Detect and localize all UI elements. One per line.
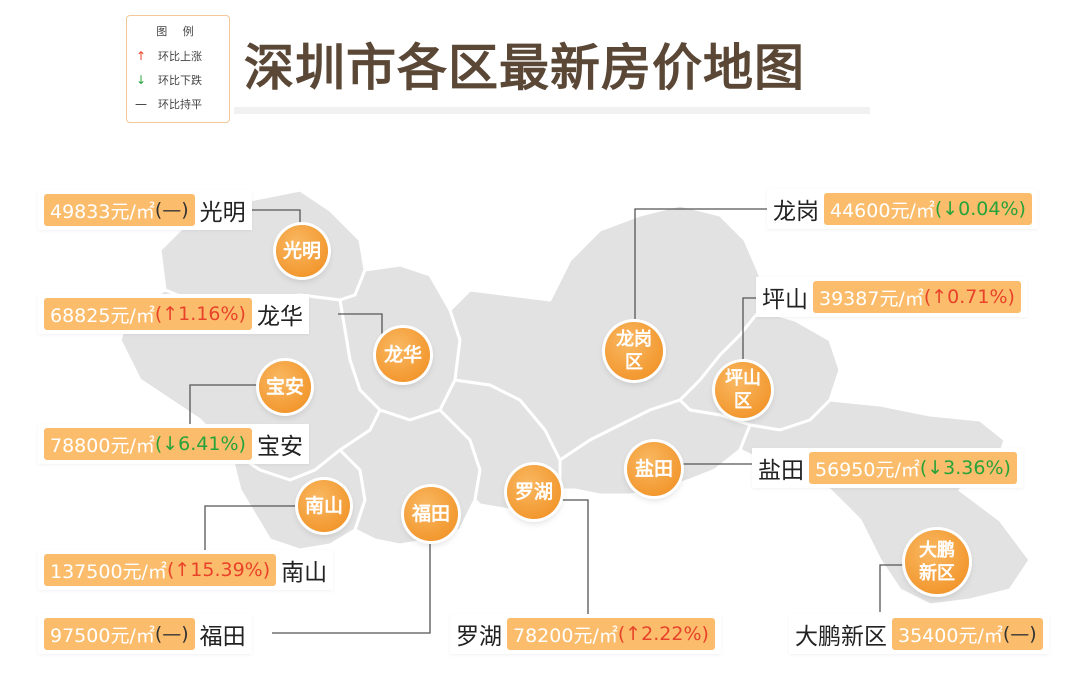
price-change: (—) bbox=[1002, 623, 1037, 645]
price-change: (↑2.22%) bbox=[617, 623, 709, 645]
district-marker-longhua[interactable]: 龙华 bbox=[376, 328, 430, 382]
page-title: 深圳市各区最新房价地图 bbox=[244, 39, 805, 97]
price-change: (↓3.36%) bbox=[919, 457, 1011, 479]
district-name: 盐田 bbox=[758, 458, 804, 484]
district-marker-longgang[interactable]: 龙岗 区 bbox=[605, 322, 663, 380]
price-value: 78200元/㎡ bbox=[513, 624, 618, 647]
price-label-longgang: 龙岗 44600元/㎡ (↓0.04%) bbox=[767, 189, 1038, 229]
leader-longgang bbox=[634, 208, 767, 322]
price-change: (↑15.39%) bbox=[166, 559, 271, 581]
district-name: 大鹏新区 bbox=[795, 624, 887, 650]
price-change: (↓6.41%) bbox=[154, 433, 246, 455]
legend-label-up: 环比上涨 bbox=[158, 50, 202, 63]
price-label-baoan: 78800元/㎡ (↓6.41%) 宝安 bbox=[38, 424, 309, 464]
price-change: (—) bbox=[154, 623, 189, 645]
district-marker-guangming[interactable]: 光明 bbox=[276, 225, 328, 277]
dash-icon: — bbox=[135, 97, 147, 111]
price-label-yantian: 盐田 56950元/㎡ (↓3.36%) bbox=[752, 448, 1023, 488]
price-value: 97500元/㎡ bbox=[50, 624, 155, 647]
district-marker-yantian[interactable]: 盐田 bbox=[627, 442, 681, 496]
price-value: 78800元/㎡ bbox=[50, 434, 155, 457]
leader-pingshan bbox=[742, 297, 756, 362]
price-value: 137500元/㎡ bbox=[50, 560, 167, 583]
price-change: (↑1.16%) bbox=[154, 303, 246, 325]
leader-luohu bbox=[562, 499, 589, 617]
legend-item-down: ↓ 环比下跌 bbox=[134, 72, 202, 88]
arrow-up-icon: ↑ bbox=[135, 49, 147, 63]
price-box: 78800元/㎡ (↓6.41%) bbox=[44, 428, 252, 460]
price-box: 68825元/㎡ (↑1.16%) bbox=[44, 298, 252, 330]
district-name: 龙岗 bbox=[773, 199, 819, 225]
district-marker-luohu[interactable]: 罗湖 bbox=[507, 465, 561, 519]
district-name: 福田 bbox=[199, 624, 246, 650]
district-name: 南山 bbox=[281, 560, 328, 586]
price-box: 44600元/㎡ (↓0.04%) bbox=[824, 193, 1032, 225]
price-label-pingshan: 坪山 39387元/㎡ (↑0.71%) bbox=[756, 277, 1027, 317]
price-label-luohu: 罗湖 78200元/㎡ (↑2.22%) bbox=[450, 614, 721, 654]
leader-dapeng bbox=[879, 564, 905, 612]
district-marker-dapeng[interactable]: 大鹏 新区 bbox=[905, 530, 969, 594]
legend-title: 图 例 bbox=[156, 25, 200, 38]
district-marker-nanshan[interactable]: 南山 bbox=[298, 480, 350, 532]
district-name: 光明 bbox=[199, 200, 246, 226]
district-name: 罗湖 bbox=[456, 624, 502, 650]
price-label-longhua: 68825元/㎡ (↑1.16%) 龙华 bbox=[38, 294, 309, 334]
legend-item-flat: — 环比持平 bbox=[134, 96, 202, 112]
legend-label-flat: 环比持平 bbox=[158, 98, 202, 111]
leader-longhua bbox=[338, 313, 383, 335]
price-box: 56950元/㎡ (↓3.36%) bbox=[809, 452, 1017, 484]
district-name: 宝安 bbox=[256, 434, 303, 460]
price-box: 39387元/㎡ (↑0.71%) bbox=[813, 281, 1021, 313]
price-value: 39387元/㎡ bbox=[819, 287, 924, 310]
district-name: 龙华 bbox=[256, 304, 303, 330]
price-box: 49833元/㎡ (—) bbox=[44, 194, 195, 226]
price-label-futian: 97500元/㎡ (—) 福田 bbox=[38, 614, 252, 654]
district-marker-futian[interactable]: 福田 bbox=[404, 487, 458, 541]
legend-item-up: ↑ 环比上涨 bbox=[134, 48, 202, 64]
price-label-dapeng: 大鹏新区 35400元/㎡ (—) bbox=[789, 614, 1049, 654]
district-marker-baoan[interactable]: 宝安 bbox=[259, 361, 311, 413]
title-underline bbox=[234, 107, 870, 114]
map-legend: 图 例 ↑ 环比上涨 ↓ 环比下跌 — 环比持平 bbox=[126, 15, 230, 123]
district-name: 坪山 bbox=[762, 287, 808, 313]
price-box: 78200元/㎡ (↑2.22%) bbox=[507, 618, 715, 650]
price-value: 68825元/㎡ bbox=[50, 304, 155, 327]
price-change: (↑0.71%) bbox=[923, 286, 1015, 308]
arrow-down-icon: ↓ bbox=[135, 73, 147, 87]
price-value: 35400元/㎡ bbox=[898, 624, 1003, 647]
leader-futian bbox=[272, 540, 431, 634]
price-value: 44600元/㎡ bbox=[830, 199, 935, 222]
price-label-nanshan: 137500元/㎡ (↑15.39%) 南山 bbox=[38, 550, 334, 590]
district-marker-pingshan[interactable]: 坪山 区 bbox=[715, 362, 771, 418]
price-label-guangming: 49833元/㎡ (—) 光明 bbox=[38, 190, 252, 230]
price-value: 49833元/㎡ bbox=[50, 200, 155, 223]
leader-nanshan bbox=[204, 505, 300, 550]
price-value: 56950元/㎡ bbox=[815, 458, 920, 481]
price-box: 35400元/㎡ (—) bbox=[892, 618, 1043, 650]
legend-label-down: 环比下跌 bbox=[158, 74, 202, 87]
price-box: 97500元/㎡ (—) bbox=[44, 618, 195, 650]
price-change: (↓0.04%) bbox=[934, 198, 1026, 220]
region-dapeng bbox=[738, 398, 1032, 607]
price-box: 137500元/㎡ (↑15.39%) bbox=[44, 554, 277, 586]
price-change: (—) bbox=[154, 199, 189, 221]
